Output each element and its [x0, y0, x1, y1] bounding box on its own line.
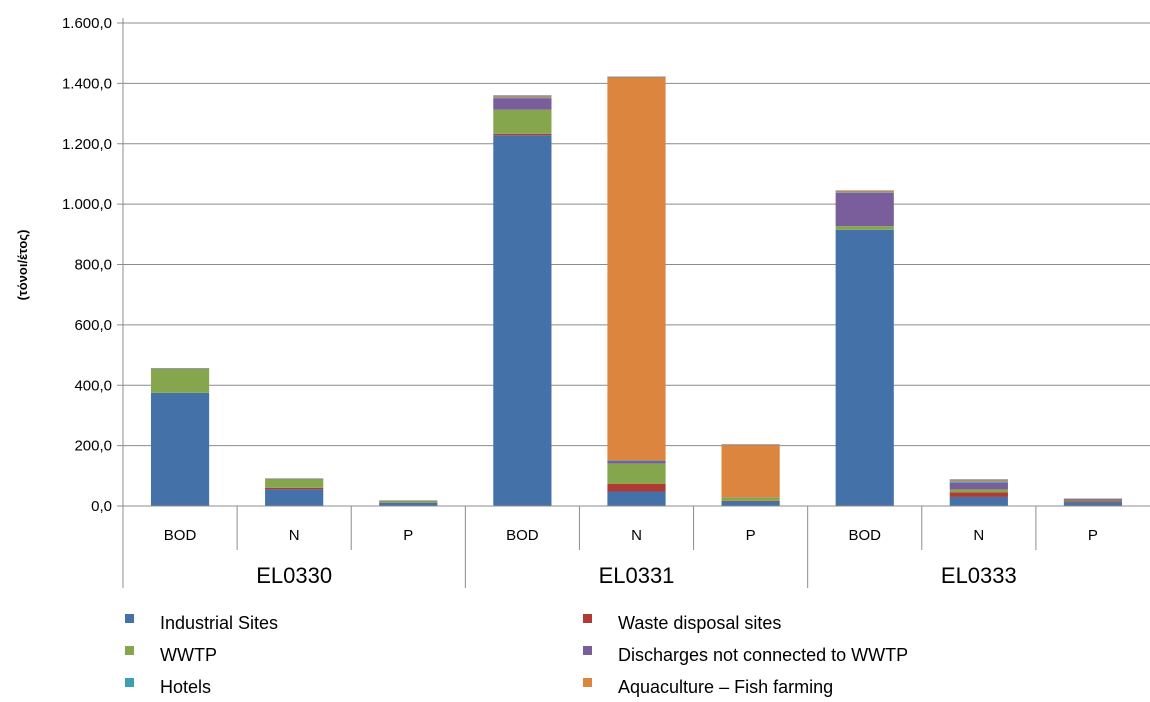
- bar-segment: [949, 479, 1008, 482]
- legend-swatch: [583, 614, 592, 623]
- y-tick-label: 1.200,0: [62, 136, 112, 153]
- legend-label: Waste disposal sites: [618, 613, 781, 633]
- legend-swatch: [125, 614, 134, 623]
- x-category-label: N: [973, 527, 984, 544]
- bar-segment: [949, 496, 1008, 506]
- bar-segment: [835, 192, 894, 193]
- bar-segment: [379, 500, 438, 503]
- bar-segment: [607, 77, 666, 461]
- bar-segment: [1063, 502, 1123, 506]
- bar-segment: [949, 482, 1008, 490]
- legend-item: Discharges not connected to WWTP: [583, 645, 908, 665]
- axes: 0,0 200,0 400,0 600,0 800,0 1.000,0 1.200,0 1.4…: [62, 15, 1150, 588]
- x-category-label: P: [403, 527, 413, 544]
- x-group-label: EL0331: [599, 563, 675, 588]
- legend-item: WWTP: [125, 645, 217, 665]
- legend-item: Hotels: [125, 677, 211, 697]
- y-tick-label: 200,0: [74, 438, 112, 455]
- bar-segment: [835, 229, 894, 507]
- bar-segment: [721, 497, 780, 501]
- bar-segment: [150, 392, 210, 506]
- bar-segment: [1063, 500, 1123, 502]
- legend-swatch: [583, 678, 592, 687]
- x-category-label: N: [289, 527, 300, 544]
- bar-segment: [835, 190, 894, 193]
- bar-segment: [607, 463, 666, 484]
- bar-segment: [493, 133, 552, 136]
- bar-segment: [1063, 501, 1123, 503]
- legend-item: Waste disposal sites: [583, 613, 781, 633]
- bar-segment: [493, 95, 552, 98]
- y-axis-label: (τόνοι/έτος): [15, 230, 30, 301]
- y-tick-label: 400,0: [74, 377, 112, 394]
- bar-segment: [265, 478, 324, 488]
- legend-swatch: [125, 678, 134, 687]
- bar-segment: [835, 226, 894, 230]
- x-group-label: EL0330: [256, 563, 332, 588]
- x-category-label: BOD: [506, 527, 539, 544]
- legend-item: Aquaculture – Fish farming: [583, 677, 833, 697]
- bar-segment: [493, 109, 552, 134]
- bar-segment: [721, 500, 780, 502]
- bar-segment: [379, 502, 438, 506]
- x-category-label: P: [1088, 527, 1098, 544]
- bar-segment: [493, 98, 552, 110]
- bar-segment: [493, 135, 552, 507]
- bar-segment: [493, 97, 552, 99]
- y-tick-label: 800,0: [74, 257, 112, 274]
- legend-swatch: [583, 646, 592, 655]
- x-category-label: N: [631, 527, 642, 544]
- legend-item: Industrial Sites: [125, 613, 278, 633]
- bar-segment: [607, 461, 666, 464]
- x-category-label: P: [746, 527, 756, 544]
- legend-label: WWTP: [160, 645, 217, 665]
- bar-segment: [721, 501, 780, 506]
- bar-segment: [607, 460, 666, 462]
- bar-segment: [1063, 499, 1123, 501]
- legend: Industrial Sites Waste disposal sites WWTP…: [125, 613, 908, 697]
- bar-segment: [721, 444, 780, 498]
- y-tick-label: 600,0: [74, 317, 112, 334]
- legend-label: Aquaculture – Fish farming: [618, 677, 833, 697]
- bar-segment: [607, 491, 666, 506]
- bar-segment: [265, 489, 324, 506]
- bar-segment: [949, 489, 1008, 493]
- y-tick-label: 1.400,0: [62, 75, 112, 92]
- legend-label: Industrial Sites: [160, 613, 278, 633]
- legend-swatch: [125, 646, 134, 655]
- legend-label: Hotels: [160, 677, 211, 697]
- bar-segment: [607, 483, 666, 492]
- x-group-label: EL0333: [941, 563, 1017, 588]
- bar-segment: [949, 481, 1008, 483]
- x-category-label: BOD: [848, 527, 881, 544]
- bar-segment: [949, 492, 1008, 497]
- y-tick-label: 1.600,0: [62, 15, 112, 32]
- bar-segment: [835, 192, 894, 227]
- legend-label: Discharges not connected to WWTP: [618, 645, 908, 665]
- bars: [150, 76, 1123, 507]
- bar-segment: [150, 368, 210, 393]
- y-tick-label: 1.000,0: [62, 196, 112, 213]
- y-tick-label: 0,0: [91, 498, 112, 515]
- bar-segment: [265, 487, 324, 490]
- x-category-label: BOD: [164, 527, 197, 544]
